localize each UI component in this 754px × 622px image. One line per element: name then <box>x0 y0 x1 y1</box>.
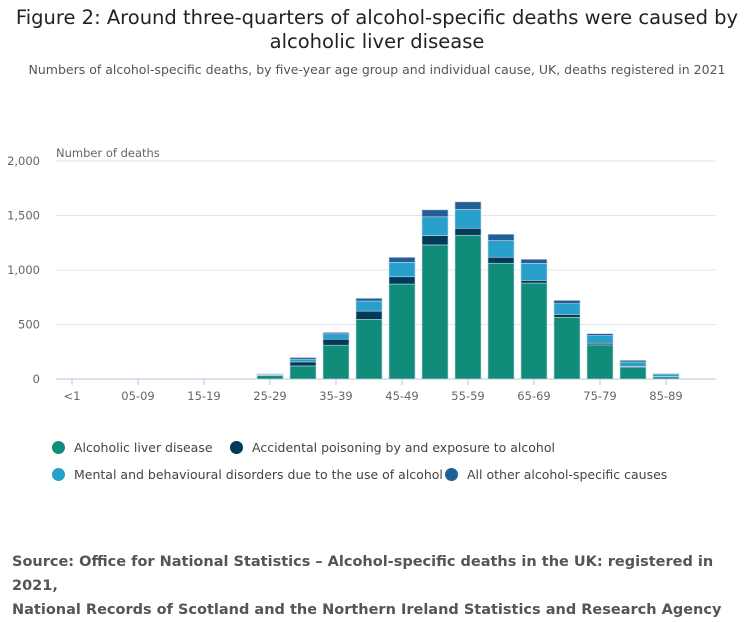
source-note: Source: Office for National Statistics –… <box>12 550 754 622</box>
x-tick-label: 05-09 <box>121 389 154 403</box>
y-tick-label: 2,000 <box>7 154 40 168</box>
bar-segment <box>257 376 283 379</box>
bar-chart: Number of deaths 0 500 1,000 1,500 2,000 <1 05… <box>0 0 754 430</box>
bar-segment <box>389 277 415 284</box>
bar-segment <box>323 334 349 339</box>
y-tick-label: 1,500 <box>7 209 40 223</box>
x-tick-label: 35-39 <box>319 389 352 403</box>
bar-segment <box>455 228 481 235</box>
bar-segment <box>521 283 547 379</box>
bar-segment <box>587 345 613 379</box>
x-tick-label: <1 <box>64 389 81 403</box>
bar-segment <box>455 202 481 210</box>
x-tick-label: 65-69 <box>517 389 550 403</box>
bar-segment <box>554 300 580 303</box>
bar-segment <box>620 362 646 366</box>
bar-segment <box>653 377 679 379</box>
legend-label: Accidental poisoning by and exposure to … <box>252 440 555 455</box>
bar-segment <box>587 334 613 336</box>
bar-segment <box>488 234 514 240</box>
legend-swatch-icon <box>52 441 65 454</box>
x-tick-label: 75-79 <box>583 389 616 403</box>
x-tick-label: 45-49 <box>385 389 418 403</box>
bar-segment <box>455 210 481 229</box>
bar-segment <box>521 259 547 263</box>
bar-segment <box>356 311 382 319</box>
bar-segment <box>521 263 547 280</box>
bar-segment <box>290 358 316 360</box>
bar-segment <box>488 263 514 379</box>
legend-item-mental: Mental and behavioural disorders due to … <box>52 467 443 482</box>
bar-segment <box>521 280 547 283</box>
source-line: Source: Office for National Statistics –… <box>12 550 754 598</box>
bar-segment <box>620 367 646 379</box>
bar-segment <box>620 360 646 362</box>
y-axis-label: Number of deaths <box>56 146 160 160</box>
bar-segment <box>422 210 448 217</box>
bar-segment <box>653 374 679 376</box>
bar-segment <box>323 332 349 333</box>
bar-segment <box>389 262 415 276</box>
x-tick-label: 85-89 <box>649 389 682 403</box>
bar-segment <box>653 374 679 375</box>
bar-segment <box>422 217 448 236</box>
bar-segment <box>323 345 349 379</box>
bar-segment <box>290 366 316 379</box>
bar-segment <box>554 304 580 315</box>
bar-segment <box>356 298 382 301</box>
y-tick-label: 0 <box>33 372 40 386</box>
bar-segment <box>323 339 349 345</box>
bar-segment <box>422 245 448 379</box>
bar-segment <box>356 301 382 311</box>
x-tick-label: 55-59 <box>451 389 484 403</box>
legend-label: Alcoholic liver disease <box>74 440 213 455</box>
bar-segment <box>389 257 415 262</box>
legend-swatch-icon <box>230 441 243 454</box>
bar-segment <box>290 359 316 362</box>
x-tick-label: 15-19 <box>187 389 220 403</box>
bar-segment <box>488 241 514 258</box>
legend-item-liver: Alcoholic liver disease <box>52 440 213 455</box>
bar-segment <box>554 317 580 379</box>
legend-item-poisoning: Accidental poisoning by and exposure to … <box>230 440 555 455</box>
bar-segment <box>455 235 481 379</box>
bar-segment <box>488 257 514 263</box>
bar-segment <box>422 236 448 245</box>
bar-segment <box>356 319 382 379</box>
x-tick-label: 25-29 <box>253 389 286 403</box>
source-line: National Records of Scotland and the Nor… <box>12 598 754 622</box>
legend-label: All other alcohol-specific causes <box>467 467 667 482</box>
legend-swatch-icon <box>445 468 458 481</box>
y-tick-label: 500 <box>18 318 40 332</box>
bar-segment <box>389 284 415 379</box>
bar-segment <box>290 362 316 366</box>
bar-segment <box>587 336 613 344</box>
y-tick-label: 1,000 <box>7 263 40 277</box>
legend-item-other: All other alcohol-specific causes <box>445 467 667 482</box>
bar-segment <box>554 314 580 317</box>
legend-swatch-icon <box>52 468 65 481</box>
legend-label: Mental and behavioural disorders due to … <box>74 467 443 482</box>
